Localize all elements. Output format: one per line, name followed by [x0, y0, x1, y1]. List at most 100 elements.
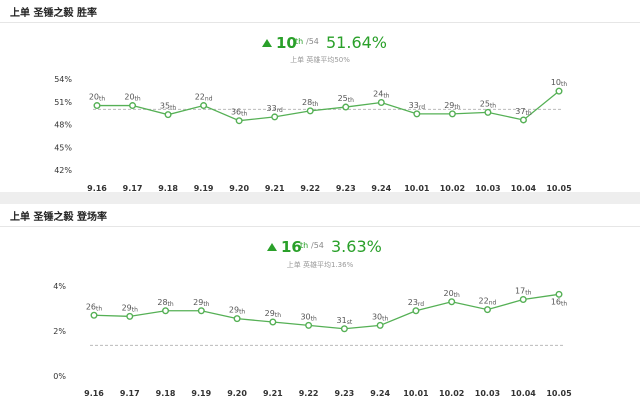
rank-up-icon: [262, 39, 272, 47]
data-point: [129, 102, 137, 110]
rank-label: 29th: [265, 309, 282, 319]
rank-label: 20th: [444, 289, 461, 299]
rank-label: 28th: [157, 298, 174, 308]
data-point: [413, 110, 421, 118]
rank-label: 25th: [338, 94, 355, 104]
data-point: [519, 295, 527, 303]
pick-rate-average: 上单 英雄平均1.36%: [286, 261, 354, 269]
y-tick-label: 42%: [54, 166, 72, 175]
pick-rate-value: 3.63%: [331, 237, 382, 256]
pick-rate-title: 上单 圣锤之毅 登场率: [10, 212, 107, 223]
x-tick-label: 10.01: [404, 184, 430, 192]
x-tick-label: 10.02: [439, 389, 464, 398]
x-tick-label: 9.22: [299, 389, 319, 398]
rank-label: 29th: [193, 298, 210, 308]
data-point: [483, 306, 491, 314]
data-point: [93, 102, 101, 110]
x-tick-label: 9.23: [335, 389, 355, 398]
x-tick-label: 9.19: [194, 184, 214, 192]
x-tick-label: 9.21: [263, 389, 283, 398]
data-point: [376, 321, 384, 329]
x-tick-label: 10.03: [475, 389, 500, 398]
series-line: [93, 293, 560, 330]
rank-label: 17th: [515, 287, 532, 297]
x-tick-label: 9.20: [227, 389, 247, 398]
y-tick-label: 51%: [54, 98, 72, 107]
pick-rate-panel: 上单 圣锤之毅 登场率 16 th /54 3.63% 上单 英雄平均1.36%…: [0, 204, 640, 400]
data-point: [126, 312, 134, 320]
rank-total: /54: [306, 37, 319, 46]
win-rate-header: 上单 圣锤之毅 胜率: [0, 0, 640, 23]
data-point: [271, 113, 279, 121]
x-tick-label: 10.04: [511, 184, 537, 192]
data-point: [90, 311, 98, 319]
rank-label: 20th: [124, 93, 141, 103]
win-rate-value: 51.64%: [326, 33, 388, 52]
x-tick-label: 9.20: [229, 184, 249, 192]
rank-label: 10th: [551, 78, 568, 88]
rank-label: 31st: [337, 316, 353, 326]
data-point: [342, 103, 350, 111]
rank-label: 36th: [231, 108, 248, 118]
data-point: [233, 315, 241, 323]
win-rate-average: 上单 英雄平均50%: [290, 56, 350, 64]
rank-label: 20th: [89, 93, 106, 103]
data-point: [305, 321, 313, 329]
rank-label: 29th: [229, 306, 246, 316]
data-point: [269, 318, 277, 326]
y-tick-label: 4%: [53, 282, 66, 291]
rank-total: /54: [311, 241, 324, 250]
pick-rate-header: 上单 圣锤之毅 登场率: [0, 204, 640, 227]
x-tick-label: 9.16: [84, 389, 104, 398]
pick-rate-chart: 4% 2% 0% 9.16 9.17 9.18 9.19 9.20 9.21 9.22 9.23 9.…: [53, 282, 572, 398]
x-tick-label: 10.05: [546, 184, 572, 192]
data-point: [306, 107, 314, 115]
x-tick-label: 10.03: [475, 184, 500, 192]
rank-label: 33rd: [409, 101, 426, 111]
rank-label: 37th: [515, 107, 532, 117]
data-point: [200, 102, 208, 110]
win-rate-panel: 上单 圣锤之毅 胜率 10 th /54 51.64% 上单 英雄平均50% 5…: [0, 0, 640, 192]
rank-label: 26th: [86, 302, 103, 312]
rank-suffix: th: [300, 241, 309, 250]
pick-rate-rank: 16 th /54 3.63%: [0, 237, 640, 260]
rank-label: 29th: [444, 101, 461, 111]
rank-up-icon: [267, 243, 277, 251]
data-point: [484, 108, 492, 116]
x-tick-label: 9.19: [191, 389, 211, 398]
win-rate-chart: 54% 51% 48% 45% 42% 9.16 9.17 9.18 9.19 9.20 9.21 9…: [54, 75, 572, 192]
y-tick-label: 2%: [53, 327, 66, 336]
data-point: [555, 87, 563, 95]
rank-label: 16th: [551, 297, 568, 307]
rank-label: 24th: [373, 90, 390, 100]
y-tick-label: 0%: [53, 372, 66, 381]
data-point: [448, 298, 456, 306]
data-point: [555, 290, 563, 298]
data-point: [412, 307, 420, 315]
rank-number: 16: [281, 238, 302, 256]
data-point: [162, 307, 170, 315]
rank-label: 33rd: [267, 104, 284, 114]
data-point: [164, 111, 172, 119]
y-tick-label: 48%: [54, 121, 72, 130]
rank-label: 30th: [372, 312, 389, 322]
x-tick-label: 9.24: [371, 184, 391, 192]
x-tick-label: 10.01: [403, 389, 429, 398]
x-tick-label: 9.17: [120, 389, 140, 398]
data-point: [448, 110, 456, 118]
x-tick-label: 9.23: [336, 184, 356, 192]
rank-label: 22nd: [479, 297, 497, 307]
rank-label: 35th: [160, 102, 177, 112]
panel-divider: [0, 192, 640, 204]
x-tick-label: 9.22: [300, 184, 320, 192]
x-tick-label: 9.17: [123, 184, 143, 192]
win-rate-title: 上单 圣锤之毅 胜率: [10, 8, 97, 19]
y-tick-label: 54%: [54, 75, 72, 84]
x-tick-label: 9.18: [158, 184, 178, 192]
x-tick-label: 9.18: [156, 389, 176, 398]
rank-label: 22nd: [195, 93, 213, 103]
data-point: [340, 325, 348, 333]
x-tick-label: 10.05: [546, 389, 572, 398]
x-tick-label: 9.21: [265, 184, 285, 192]
data-point: [377, 99, 385, 107]
